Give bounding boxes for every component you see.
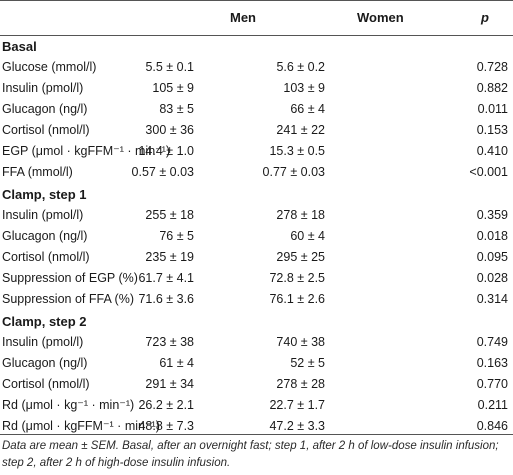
table-row: EGP (μmol · kgFFM⁻¹ · min⁻¹) 14.4 ± 1.0 15… bbox=[0, 141, 513, 162]
men-value: 0.57 ± 0.03 bbox=[131, 165, 194, 179]
men-value: 5.5 ± 0.1 bbox=[145, 60, 194, 74]
men-value: 14.4 ± 1.0 bbox=[138, 144, 194, 158]
p-value: 0.028 bbox=[476, 271, 508, 285]
men-value: 235 ± 19 bbox=[145, 250, 194, 264]
row-label: FFA (mmol/l) bbox=[2, 165, 73, 179]
men-value: 723 ± 38 bbox=[145, 335, 194, 349]
table-row: Insulin (pmol/l) 723 ± 38 740 ± 38 0.749 bbox=[0, 332, 513, 353]
women-value: 278 ± 28 bbox=[276, 377, 325, 391]
section-title-label: Clamp, step 2 bbox=[2, 314, 87, 329]
section-title-label: Basal bbox=[2, 39, 37, 54]
women-value: 0.77 ± 0.03 bbox=[262, 165, 325, 179]
p-value: 0.410 bbox=[476, 144, 508, 158]
table-row: Suppression of FFA (%) 71.6 ± 3.6 76.1 ± 2… bbox=[0, 289, 513, 310]
women-value: 241 ± 22 bbox=[276, 123, 325, 137]
p-value: 0.770 bbox=[476, 377, 508, 391]
row-label: Rd (μmol · kgFFM⁻¹ · min⁻¹) bbox=[2, 419, 160, 433]
row-label: Insulin (pmol/l) bbox=[2, 208, 84, 222]
row-label: Cortisol (nmol/l) bbox=[2, 123, 90, 137]
p-value: <0.001 bbox=[469, 165, 508, 179]
row-label: Insulin (pmol/l) bbox=[2, 335, 84, 349]
men-value: 255 ± 18 bbox=[145, 208, 194, 222]
table-footnote: Data are mean ± SEM. Basal, after an ove… bbox=[2, 440, 499, 469]
p-value: 0.018 bbox=[476, 229, 508, 243]
table-row: Rd (μmol · kgFFM⁻¹ · min⁻¹) 48.8 ± 7.3 47.… bbox=[0, 416, 513, 437]
p-value: 0.728 bbox=[476, 60, 508, 74]
row-label: Glucagon (ng/l) bbox=[2, 356, 88, 370]
row-label: EGP (μmol · kgFFM⁻¹ · min⁻¹) bbox=[2, 144, 171, 158]
section-title: Clamp, step 2 bbox=[0, 310, 513, 332]
header-p-value: p bbox=[481, 10, 489, 25]
men-value: 291 ± 34 bbox=[145, 377, 194, 391]
section-title-label: Clamp, step 1 bbox=[2, 187, 87, 202]
men-value: 300 ± 36 bbox=[145, 123, 194, 137]
row-label: Glucagon (ng/l) bbox=[2, 229, 88, 243]
p-value: 0.153 bbox=[476, 123, 508, 137]
table-row: Glucagon (ng/l) 83 ± 5 66 ± 4 0.011 bbox=[0, 99, 513, 120]
p-value: 0.095 bbox=[476, 250, 508, 264]
table-bottom-rule bbox=[0, 434, 513, 435]
table-body: Basal Glucose (mmol/l) 5.5 ± 0.1 5.6 ± 0.2 0… bbox=[0, 35, 513, 437]
women-value: 47.2 ± 3.3 bbox=[269, 419, 325, 433]
table-row: Cortisol (nmol/l) 291 ± 34 278 ± 28 0.770 bbox=[0, 374, 513, 395]
row-label: Cortisol (nmol/l) bbox=[2, 377, 90, 391]
women-value: 5.6 ± 0.2 bbox=[276, 60, 325, 74]
table-row: Cortisol (nmol/l) 235 ± 19 295 ± 25 0.095 bbox=[0, 247, 513, 268]
p-value: 0.359 bbox=[476, 208, 508, 222]
table-row: Insulin (pmol/l) 255 ± 18 278 ± 18 0.359 bbox=[0, 205, 513, 226]
p-value: 0.846 bbox=[476, 419, 508, 433]
women-value: 60 ± 4 bbox=[290, 229, 325, 243]
women-value: 278 ± 18 bbox=[276, 208, 325, 222]
women-value: 740 ± 38 bbox=[276, 335, 325, 349]
table-row: Insulin (pmol/l) 105 ± 9 103 ± 9 0.882 bbox=[0, 78, 513, 99]
table-header-row: Men Women p bbox=[0, 0, 513, 35]
table-row: Rd (μmol · kg⁻¹ · min⁻¹) 26.2 ± 2.1 22.7 ±… bbox=[0, 395, 513, 416]
men-value: 61.7 ± 4.1 bbox=[138, 271, 194, 285]
men-value: 83 ± 5 bbox=[159, 102, 194, 116]
women-value: 66 ± 4 bbox=[290, 102, 325, 116]
p-value: 0.211 bbox=[477, 398, 508, 412]
table-row: Glucagon (ng/l) 76 ± 5 60 ± 4 0.018 bbox=[0, 226, 513, 247]
women-value: 72.8 ± 2.5 bbox=[269, 271, 325, 285]
p-value: 0.882 bbox=[476, 81, 508, 95]
table-row: Suppression of EGP (%) 61.7 ± 4.1 72.8 ± 2… bbox=[0, 268, 513, 289]
men-value: 76 ± 5 bbox=[159, 229, 194, 243]
women-value: 76.1 ± 2.6 bbox=[269, 292, 325, 306]
men-value: 26.2 ± 2.1 bbox=[138, 398, 194, 412]
row-label: Insulin (pmol/l) bbox=[2, 81, 84, 95]
row-label: Suppression of FFA (%) bbox=[2, 292, 135, 306]
row-label: Cortisol (nmol/l) bbox=[2, 250, 90, 264]
women-value: 15.3 ± 0.5 bbox=[269, 144, 325, 158]
men-value: 71.6 ± 3.6 bbox=[138, 292, 194, 306]
p-value: 0.163 bbox=[476, 356, 508, 370]
men-value: 105 ± 9 bbox=[152, 81, 194, 95]
table-top-rule bbox=[0, 0, 513, 1]
header-women: Women bbox=[357, 10, 404, 25]
p-value: 0.314 bbox=[476, 292, 508, 306]
table-row: Glucose (mmol/l) 5.5 ± 0.1 5.6 ± 0.2 0.728 bbox=[0, 57, 513, 78]
women-value: 103 ± 9 bbox=[283, 81, 325, 95]
row-label: Glucose (mmol/l) bbox=[2, 60, 97, 74]
women-value: 52 ± 5 bbox=[290, 356, 325, 370]
men-value: 48.8 ± 7.3 bbox=[138, 419, 194, 433]
section-title: Clamp, step 1 bbox=[0, 183, 513, 205]
header-men: Men bbox=[230, 10, 256, 25]
table-row: FFA (mmol/l) 0.57 ± 0.03 0.77 ± 0.03 <0.001 bbox=[0, 162, 513, 183]
row-label: Glucagon (ng/l) bbox=[2, 102, 88, 116]
p-value: 0.749 bbox=[476, 335, 508, 349]
women-value: 22.7 ± 1.7 bbox=[269, 398, 325, 412]
row-label: Suppression of EGP (%) bbox=[2, 271, 138, 285]
table-row: Glucagon (ng/l) 61 ± 4 52 ± 5 0.163 bbox=[0, 353, 513, 374]
data-table: Men Women p Basal Glucose (mmol/l) 5.5 ± 0… bbox=[0, 0, 513, 437]
men-value: 61 ± 4 bbox=[159, 356, 194, 370]
table-row: Cortisol (nmol/l) 300 ± 36 241 ± 22 0.153 bbox=[0, 120, 513, 141]
section-title: Basal bbox=[0, 35, 513, 57]
women-value: 295 ± 25 bbox=[276, 250, 325, 264]
row-label: Rd (μmol · kg⁻¹ · min⁻¹) bbox=[2, 398, 135, 412]
p-value: 0.011 bbox=[477, 102, 508, 116]
header-bottom-rule bbox=[0, 35, 513, 36]
